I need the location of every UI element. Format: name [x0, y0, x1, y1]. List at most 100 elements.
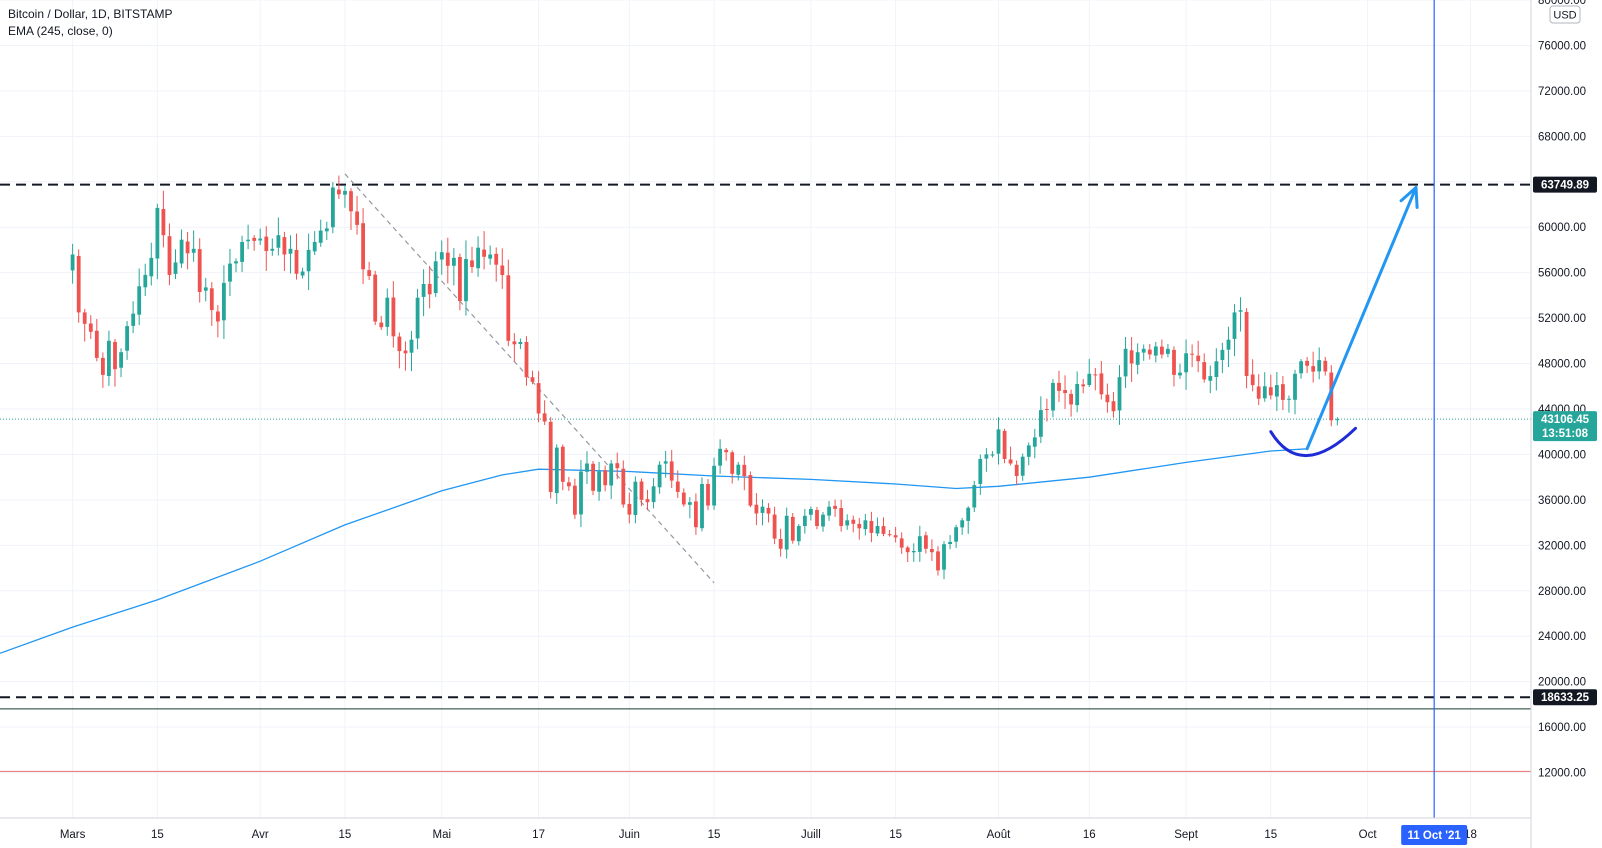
candle: [367, 261, 372, 281]
candle: [639, 478, 644, 507]
candle-body: [681, 492, 686, 505]
trendline-group[interactable]: [344, 173, 715, 584]
candle: [191, 230, 196, 262]
currency-badge[interactable]: USD: [1549, 5, 1581, 24]
candle-body: [1220, 349, 1225, 360]
candle: [427, 265, 432, 309]
candle: [597, 461, 601, 501]
date-marker-label: 11 Oct '21: [1408, 830, 1462, 842]
candle: [1069, 389, 1073, 417]
candle-body: [881, 526, 886, 534]
candle-body: [409, 339, 414, 353]
candle-body: [70, 254, 75, 271]
candle-body: [1268, 387, 1273, 396]
candle-body: [288, 248, 293, 254]
axis-badges: 63749.89 18633.25 43106.45 13:51:08 11 Oct '…: [1401, 176, 1597, 845]
candle-body: [76, 256, 81, 313]
candle: [1105, 383, 1110, 413]
candle: [252, 235, 257, 251]
candle: [1268, 374, 1273, 400]
candle-body: [657, 464, 662, 488]
candle-body: [452, 257, 456, 266]
candle-body: [500, 265, 505, 275]
candle: [766, 503, 771, 523]
candle-body: [125, 326, 129, 351]
candle-body: [385, 297, 390, 327]
candle: [942, 541, 946, 580]
candle-body: [518, 342, 523, 344]
candle: [530, 370, 535, 385]
candle-body: [1093, 374, 1098, 376]
drawings-group[interactable]: [1269, 185, 1419, 457]
candle-body: [736, 464, 741, 475]
time-axis-background[interactable]: [0, 818, 1531, 848]
candle-body: [730, 452, 735, 474]
candle: [875, 517, 880, 537]
candle: [397, 332, 402, 369]
candle: [458, 253, 462, 311]
candle-body: [458, 257, 462, 301]
candle-body: [821, 514, 825, 527]
candle: [1153, 341, 1158, 363]
projection-arrow-line[interactable]: [1305, 185, 1418, 451]
candle-body: [1293, 373, 1297, 400]
candle: [663, 451, 668, 478]
candle-body: [706, 484, 710, 506]
candle: [173, 249, 178, 280]
date-tick-label: 16: [1083, 829, 1096, 841]
candle: [815, 506, 819, 530]
candle: [101, 352, 105, 388]
candle-body: [1099, 373, 1104, 395]
candle-body: [809, 509, 813, 515]
candle-body: [512, 341, 517, 345]
candle: [851, 515, 856, 533]
candle-body: [427, 283, 432, 295]
candle-body: [615, 463, 620, 469]
candle: [282, 231, 287, 271]
candle: [1281, 375, 1285, 411]
symbol-title[interactable]: Bitcoin / Dollar, 1D, BITSTAMP: [8, 7, 173, 21]
indicator-title[interactable]: EMA (245, close, 0): [8, 24, 113, 38]
candle: [657, 461, 662, 494]
candle-body: [893, 535, 898, 538]
candle-body: [343, 190, 347, 195]
candle-body: [1287, 398, 1291, 400]
candle-body: [936, 551, 940, 571]
candle-body: [984, 454, 989, 459]
candle: [1244, 308, 1249, 389]
candle: [433, 251, 438, 297]
candle: [300, 267, 305, 279]
candle-body: [1196, 355, 1201, 362]
candle: [930, 539, 934, 561]
candle: [591, 461, 595, 496]
candle-body: [439, 252, 444, 260]
candle-body: [1238, 310, 1243, 312]
candle-body: [1190, 353, 1194, 355]
bottom-curve[interactable]: [1269, 426, 1357, 457]
date-tick-label: Avr: [252, 829, 269, 841]
candle: [760, 499, 765, 526]
price-tick-label: 32000.00: [1538, 540, 1586, 552]
candle-body: [548, 421, 553, 492]
candle-body: [724, 449, 729, 453]
candle-body: [191, 248, 196, 253]
level-badge-label: 63749.89: [1541, 180, 1589, 192]
projection-arrow-head[interactable]: [1399, 186, 1419, 209]
candle: [500, 248, 505, 289]
candle-body: [1008, 459, 1013, 464]
candle-body: [1160, 346, 1164, 355]
candle-body: [996, 429, 1001, 454]
candle: [1032, 428, 1037, 459]
candle-body: [875, 526, 880, 534]
candle-body: [1323, 360, 1328, 372]
candle-body: [694, 501, 698, 528]
price-tick-label: 28000.00: [1538, 586, 1586, 598]
price-axis-ticks: 80000.0076000.0072000.0068000.0064000.00…: [1538, 0, 1586, 780]
descending-trendline[interactable]: [344, 173, 715, 584]
candle: [1232, 304, 1237, 357]
candle-body: [421, 284, 426, 297]
candle: [1117, 365, 1122, 425]
candle: [863, 513, 868, 536]
candle: [155, 203, 160, 280]
